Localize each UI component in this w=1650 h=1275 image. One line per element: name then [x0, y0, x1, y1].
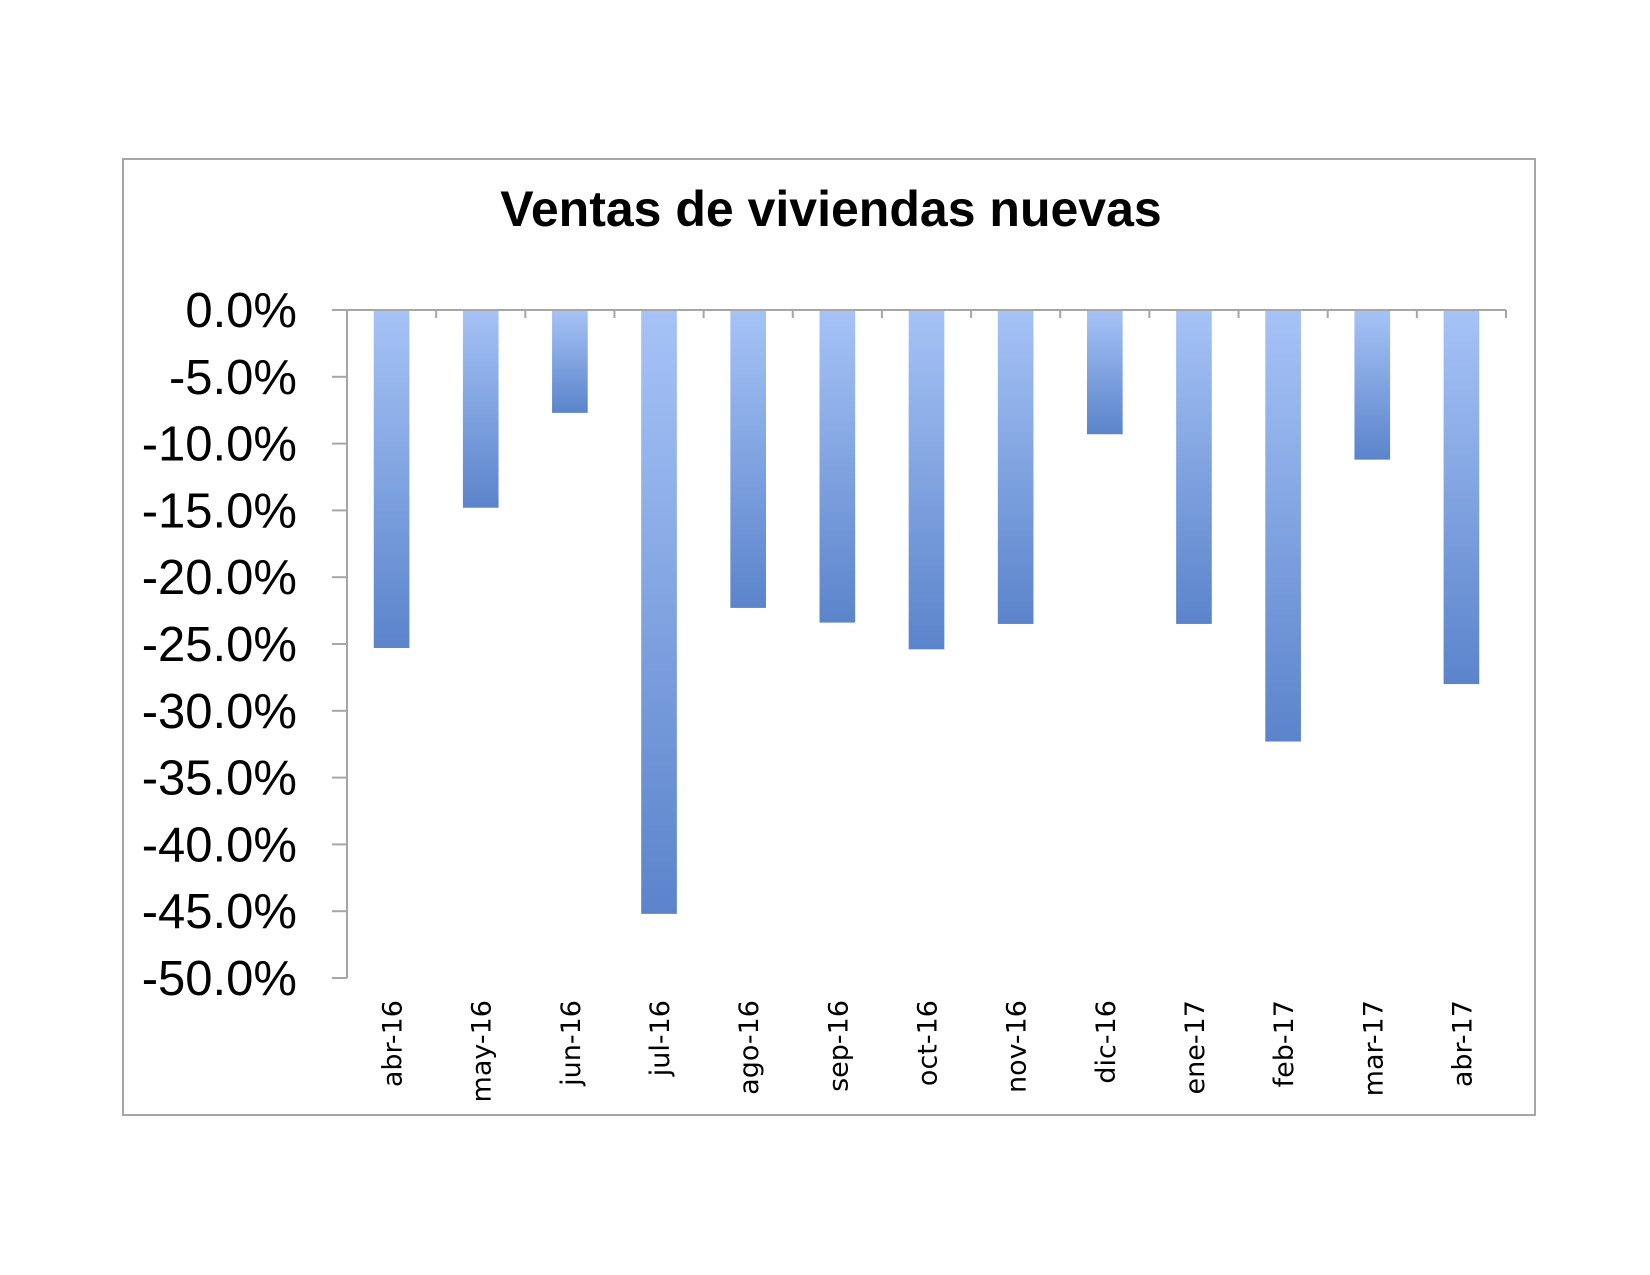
bar-abr-16 [373, 310, 410, 649]
bar-mar-17 [1354, 310, 1391, 460]
x-tick-label: jun-16 [556, 1000, 587, 1087]
x-tick-label: may-16 [467, 1000, 498, 1102]
x-tick-label: dic-16 [1091, 1000, 1122, 1084]
y-tick-label: 0.0% [185, 284, 297, 338]
bar-abr-17 [1443, 310, 1480, 685]
x-tick-label: nov-16 [1002, 1000, 1033, 1093]
y-axis-ticks: 0.0% -5.0% -10.0% -15.0% -20.0% -25.0% -30.0% -… [142, 284, 347, 1006]
y-tick-label: -25.0% [142, 618, 297, 672]
bars [373, 310, 1480, 914]
x-tick-label: mar-17 [1358, 1000, 1389, 1096]
x-tick-label: ago-16 [734, 1000, 765, 1095]
bar-ene-17 [1176, 310, 1212, 624]
y-tick-label: -50.0% [142, 952, 297, 1006]
chart-frame: Ventas de viviendas nuevas 0.0% -5.0% -10.… [122, 158, 1536, 1116]
x-tick-label: sep-16 [823, 1000, 854, 1092]
axes [346, 309, 1507, 978]
y-tick-label: -20.0% [142, 551, 297, 605]
bar-may-16 [462, 310, 499, 508]
y-tick-label: -5.0% [169, 351, 297, 405]
x-tick-label: oct-16 [913, 1000, 944, 1086]
bar-feb-17 [1265, 310, 1301, 742]
y-tick-label: -35.0% [142, 752, 297, 806]
bar-dic-16 [1086, 310, 1123, 435]
bar-nov-16 [997, 310, 1034, 624]
x-axis-ticks: abr-16 may-16 jun-16 jul-16 ago-16 sep-16 oct-… [378, 1000, 1479, 1102]
x-tick-label: abr-17 [1447, 1000, 1478, 1087]
y-tick-label: -45.0% [142, 885, 297, 939]
bar-oct-16 [908, 310, 945, 650]
y-tick-label: -40.0% [142, 818, 297, 872]
y-tick-label: -10.0% [142, 418, 297, 472]
x-tick-label: abr-16 [378, 1000, 409, 1087]
bar-jun-16 [552, 310, 588, 413]
x-tick-label: ene-17 [1180, 1000, 1211, 1094]
bar-chart: Ventas de viviendas nuevas 0.0% -5.0% -10.… [142, 181, 1507, 1102]
bar-sep-16 [819, 310, 856, 623]
x-tick-label: jul-16 [645, 1000, 676, 1077]
x-tick-label: feb-17 [1269, 1000, 1300, 1087]
y-tick-label: -15.0% [142, 484, 297, 538]
bar-jul-16 [641, 310, 677, 914]
bar-ago-16 [730, 310, 767, 608]
y-tick-label: -30.0% [142, 685, 297, 739]
chart-title: Ventas de viviendas nuevas [500, 181, 1161, 237]
